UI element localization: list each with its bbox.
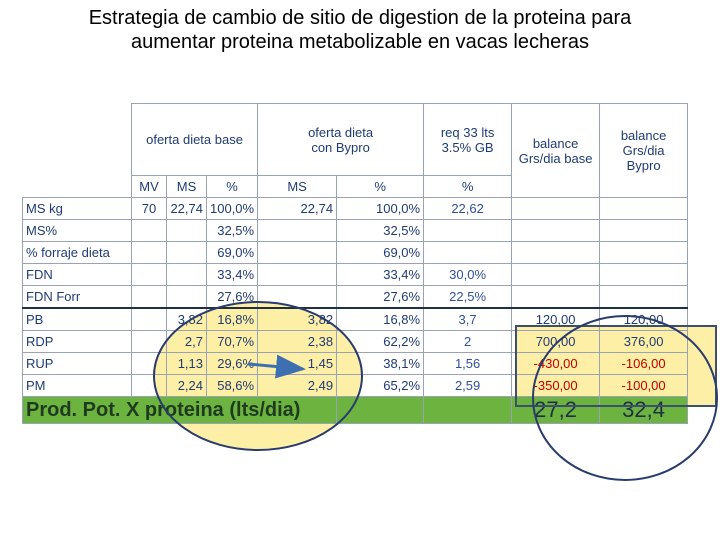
table-row: MS% 32,5% 32,5% [22,219,689,242]
footer-label: Prod. Pot. X proteina (lts/dia) [21,396,338,424]
cell-pct2: 100,0% [336,197,425,220]
cell-pct2: 65,2% [336,374,425,397]
right-circle [532,315,718,481]
header-req-line1: req 33 lts [440,124,495,140]
table-row: RDP 2,7 70,7% 2,38 62,2% 2 700,00 376,00 [22,330,689,353]
header-balance-bypro-line1: balance [620,128,667,143]
header-balance-base-line2: Grs/dia base [518,150,593,166]
cell-ms: 22,74 [166,197,207,220]
subheader-ms: MS [166,175,207,198]
cell-pct: 100,0% [205,197,259,220]
cell-pct: 32,5% [205,219,259,242]
cell-pct: 33,4% [205,263,259,286]
subheader-row: MV MS % MS % % [23,175,688,198]
cell-pct2: 69,0% [336,241,425,264]
cell-bal1: -430,00 [511,352,601,375]
header-base: oferta dieta base [130,103,259,176]
arrow-icon [247,354,306,379]
cell-bal2: 376,00 [599,330,689,353]
cell-label: FDN [22,263,132,286]
header-balance-base-line1: balance [532,135,579,151]
cell-pct: 29,6% [205,352,259,375]
table-row: MS kg 70 22,74 100,0% 22,74 100,0% 22,62 [22,197,689,220]
title-line-2: aumentar proteina metabolizable en vacas… [130,31,590,53]
cell-req: 30,0% [423,263,513,286]
cell-bal2: -106,00 [599,352,689,375]
right-box-outline [515,325,717,407]
header-balance-bypro-line2: Grs/dia [622,143,665,158]
cell-bal2: -100,00 [599,374,689,397]
header-req: req 33 lts 3.5% GB [423,103,513,176]
cell-pct2: 33,4% [336,263,425,286]
table-row: PM 2,24 58,6% 2,49 65,2% 2,59 -350,00 -100,00 [22,374,689,397]
left-circle [153,301,363,451]
header-req-line2: 3.5% GB [441,139,494,155]
cell-bal2 [599,263,689,286]
table-row: FDN 33,4% 33,4% 30,0% [22,263,689,286]
header-balance-bypro-line3: Bypro [626,158,661,173]
cell-ms2: 2,38 [257,330,338,353]
title-line-1: Estrategia de cambio de sitio de digesti… [88,7,632,29]
cell-mv: 70 [131,197,167,220]
cell-pct: 70,7% [205,330,259,353]
cell-req: 22,5% [423,285,513,309]
footer-bypro-value: 32,4 [599,396,689,424]
cell-pct2: 32,5% [336,219,425,242]
slide-title: Estrategia de cambio de sitio de digesti… [0,6,720,54]
header-bypro: oferta dieta con Bypro [257,103,425,176]
cell-pct2: 16,8% [336,307,425,331]
cell-label: FDN Forr [22,285,132,309]
header-bypro-line2: con Bypro [311,139,370,155]
footer-base-value: 27,2 [511,396,601,424]
cell-ms2: 3,82 [257,307,338,331]
cell-pct2: 62,2% [336,330,425,353]
table-row: RUP 1,13 29,6% 1,45 38,1% 1,56 -430,00 -106,00 [22,352,689,375]
footer-row: Prod. Pot. X proteina (lts/dia) 27,2 32,… [21,396,689,424]
header-bypro-line1: oferta dieta [308,124,374,140]
